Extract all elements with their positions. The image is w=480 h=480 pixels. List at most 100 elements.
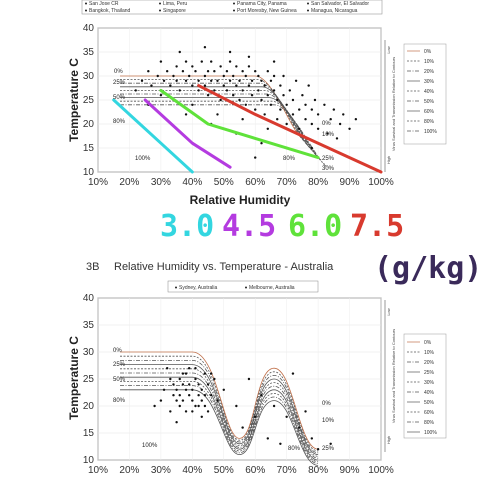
data-point: [279, 84, 282, 87]
data-point: [156, 74, 159, 78]
data-point: [266, 437, 269, 440]
data-point: [210, 394, 213, 397]
contour-label: 0%: [322, 121, 331, 127]
contour-legend-label: 60%: [424, 109, 435, 115]
data-point: [203, 372, 207, 375]
data-point: [197, 383, 200, 386]
data-point: [301, 94, 304, 97]
top-scatter-points: [134, 46, 358, 159]
data-point: [232, 74, 235, 78]
data-point: [323, 103, 326, 107]
data-point: [203, 404, 207, 408]
y-tick-label: 35: [83, 320, 95, 331]
y-tick-label: 30: [83, 71, 95, 82]
contour-legend-label: 30%: [424, 79, 435, 85]
data-point: [169, 377, 172, 381]
data-point: [266, 127, 269, 130]
data-point: [216, 399, 219, 402]
data-point: [348, 127, 351, 130]
data-point: [279, 108, 282, 111]
data-point: [282, 74, 285, 78]
data-point: [307, 84, 310, 87]
contour-legend-label: 10%: [424, 350, 435, 356]
x-tick-label: 100%: [368, 465, 394, 476]
contour-legend-label: 0%: [424, 340, 432, 346]
y-tick-label: 15: [83, 143, 95, 154]
data-point: [316, 113, 320, 116]
bottom-contour-labels: 0% 25% 50% 80% 100% 0% 10% 25% 80%: [113, 348, 335, 452]
chart-bottom: 3B Relative Humidity vs. Temperature - A…: [67, 261, 447, 476]
data-point: [285, 415, 288, 418]
data-point: [178, 89, 181, 92]
series-marker: [175, 286, 177, 289]
data-point: [254, 70, 257, 73]
data-point: [194, 404, 197, 408]
data-point: [254, 156, 257, 159]
series-marker: [307, 2, 309, 5]
humidity-value-label: 3.0: [160, 209, 214, 244]
top-y-axis-title: Temperature C: [67, 58, 81, 142]
data-point: [219, 65, 222, 68]
data-point: [244, 74, 247, 78]
top-side-high: High: [386, 156, 391, 164]
contour-legend-label: 25%: [424, 370, 435, 376]
data-point: [213, 70, 216, 73]
data-point: [291, 372, 295, 375]
data-point: [194, 367, 197, 370]
y-tick-label: 20: [83, 119, 95, 130]
data-point: [175, 79, 178, 83]
data-point: [288, 89, 292, 92]
data-point: [238, 79, 241, 83]
bottom-x-ticks: 10% 20% 30% 40% 50% 60% 70% 80% 90% 100%: [88, 465, 394, 476]
data-point: [247, 65, 251, 68]
data-point: [216, 113, 219, 116]
data-point: [216, 79, 219, 83]
data-point: [225, 89, 229, 92]
data-point: [310, 146, 314, 150]
bottom-series-legend: Sydney, Australia Melbourne, Australia: [175, 285, 295, 291]
data-point: [329, 442, 332, 445]
data-point: [200, 415, 203, 418]
contour-label: 25%: [113, 362, 126, 368]
data-point: [276, 118, 279, 121]
humidity-overlay-labels: 3.0 4.5 6.0 7.5 (g/kg): [160, 209, 480, 286]
data-point: [181, 383, 185, 386]
contour-label: 50%: [113, 95, 126, 101]
data-point: [140, 79, 144, 83]
data-point: [332, 108, 336, 111]
data-point: [232, 94, 235, 97]
data-point: [310, 437, 314, 440]
data-point: [304, 103, 307, 107]
data-point: [159, 94, 163, 97]
data-point: [257, 74, 260, 78]
series-legend-label: Panama City, Panama: [237, 1, 287, 7]
data-point: [313, 98, 317, 102]
series-marker: [233, 2, 235, 5]
contour-label: 30%: [322, 166, 335, 172]
data-point: [200, 388, 203, 391]
data-point: [298, 108, 301, 111]
data-point: [272, 74, 276, 78]
data-point: [184, 410, 188, 413]
contour-legend-label: 50%: [424, 400, 435, 406]
data-point: [184, 372, 188, 375]
data-point: [260, 142, 263, 145]
bottom-survival-contours: [120, 351, 319, 466]
series-legend-label: Sydney, Australia: [179, 285, 217, 291]
series-legend-label: San Salvador, El Salvador: [311, 1, 369, 7]
contour-label: 50%: [113, 377, 126, 383]
y-tick-label: 40: [83, 23, 95, 34]
data-point: [266, 70, 269, 73]
x-tick-label: 90%: [340, 177, 360, 188]
data-point: [219, 98, 222, 102]
top-humidity-lines: [112, 84, 383, 174]
data-point: [210, 79, 213, 83]
data-point: [247, 55, 251, 58]
x-tick-label: 100%: [368, 177, 394, 188]
data-point: [269, 79, 273, 83]
data-point: [244, 103, 247, 107]
data-point: [175, 65, 178, 68]
data-point: [197, 404, 200, 408]
data-point: [247, 377, 251, 381]
y-tick-label: 40: [83, 293, 95, 304]
